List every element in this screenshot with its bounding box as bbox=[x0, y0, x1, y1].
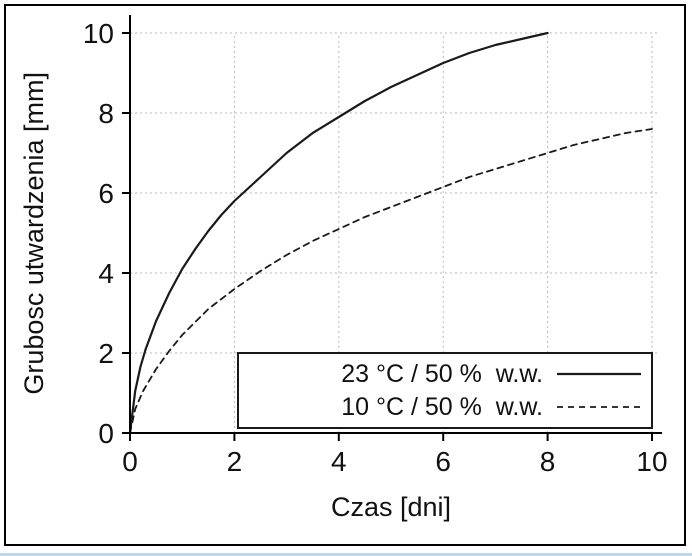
series-line-solid bbox=[128, 31, 549, 435]
y-tick-label: 4 bbox=[98, 258, 114, 289]
x-tick-label: 4 bbox=[331, 446, 347, 477]
legend-label-dashed: 10 °C / 50 % w.w. bbox=[341, 392, 543, 421]
y-axis-title: Grubosc utwardzenia [mm] bbox=[14, 33, 54, 433]
legend: 23 °C / 50 % w.w. 10 °C / 50 % w.w. bbox=[237, 352, 653, 429]
y-tick-label: 0 bbox=[98, 418, 114, 449]
bottom-edge-strip bbox=[0, 553, 692, 556]
legend-row: 10 °C / 50 % w.w. bbox=[247, 393, 643, 422]
x-tick-label: 6 bbox=[435, 446, 451, 477]
x-axis-title: Czas [dni] bbox=[330, 492, 452, 522]
legend-line-sample-dashed bbox=[557, 406, 641, 408]
y-tick-label: 10 bbox=[83, 18, 114, 49]
legend-label-solid: 23 °C / 50 % w.w. bbox=[341, 359, 543, 388]
x-tick-label: 0 bbox=[122, 446, 138, 477]
y-tick-label: 6 bbox=[98, 178, 114, 209]
x-tick-label: 10 bbox=[636, 446, 667, 477]
legend-line-sample-solid bbox=[557, 372, 641, 376]
series-line-dashed bbox=[129, 128, 653, 434]
legend-row: 23 °C / 50 % w.w. bbox=[247, 360, 643, 389]
x-tick-label: 2 bbox=[227, 446, 243, 477]
chart-frame bbox=[4, 4, 686, 546]
y-axis-title-text: Grubosc utwardzenia [mm] bbox=[18, 71, 49, 395]
y-tick-label: 8 bbox=[98, 98, 114, 129]
y-tick-label: 2 bbox=[98, 338, 114, 369]
x-tick-label: 8 bbox=[540, 446, 556, 477]
